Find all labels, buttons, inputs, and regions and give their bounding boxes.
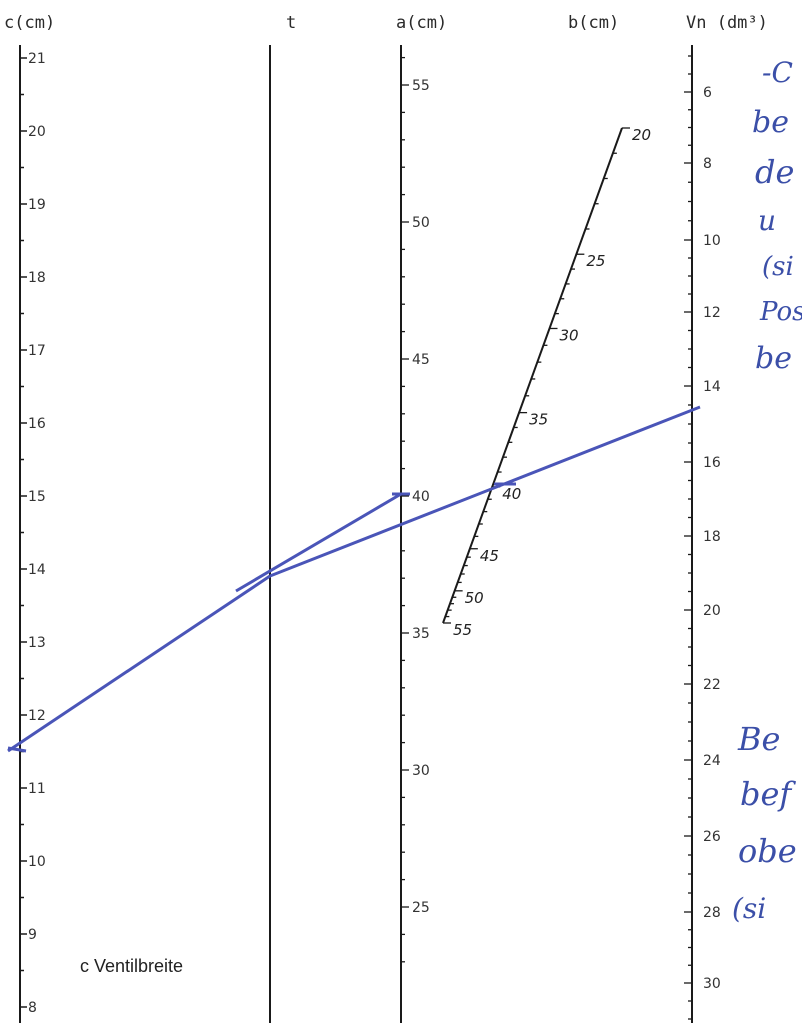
c-tick-label: 16: [28, 416, 46, 432]
note-top-6: Pos: [759, 297, 802, 327]
c-tick-label: 15: [28, 489, 46, 505]
c-tick-label: 13: [28, 635, 46, 651]
a-tick-label: 30: [412, 763, 430, 779]
c-tick-label: 9: [28, 927, 37, 943]
c-tick-label: 8: [28, 1000, 37, 1016]
a-tick-label: 25: [412, 900, 430, 916]
vn-tick-label: 18: [703, 529, 721, 545]
vn-tick-label: 24: [703, 753, 721, 769]
b-tick-label: 35: [529, 411, 548, 429]
vn-tick-label: 8: [703, 156, 712, 172]
a-tick-label: 55: [412, 78, 430, 94]
c-axis-ticks: 8 9 10 11 12 13 14 15 16 17 18 19 20 21: [20, 51, 46, 1016]
note-top-2: be: [752, 105, 789, 140]
vn-tick-label: 30: [703, 976, 721, 992]
vn-axis-ticks: 6 8 10 12 14 16 18 20 22 24 26 28 30: [684, 55, 721, 1020]
note-top-4: u: [758, 204, 776, 237]
b-tick-label: 40: [502, 485, 521, 503]
c-tick-label: 18: [28, 270, 46, 286]
vn-tick-label: 14: [703, 379, 721, 395]
c-tick-label: 19: [28, 197, 46, 213]
construction-lines: [7, 405, 701, 753]
vn-tick-label: 10: [703, 233, 721, 249]
vn-axis-title: Vn (dm³): [686, 13, 768, 33]
handwritten-notes-bottom: Be bef obe (si: [732, 720, 797, 925]
c-tick-label: 21: [28, 51, 46, 67]
a-axis-ticks: 25 30 35 40 45 50 55: [401, 56, 430, 963]
b-tick-label: 20: [632, 126, 651, 144]
b-tick-label: 50: [465, 589, 484, 607]
a-tick-label: 45: [412, 352, 430, 368]
note-top-1: -C: [762, 56, 793, 89]
c-tick-label: 17: [28, 343, 46, 359]
vn-tick-label: 6: [703, 85, 712, 101]
handwritten-notes-top: -C be de u (si Pos be: [752, 56, 802, 376]
vn-tick-label: 22: [703, 677, 721, 693]
note-bottom-2: bef: [740, 775, 796, 813]
a-tick-label: 40: [412, 489, 430, 505]
note-top-7: be: [755, 341, 792, 376]
b-tick-label: 25: [586, 252, 605, 270]
construction-line-t-vn: [269, 405, 701, 578]
vn-tick-label: 16: [703, 455, 721, 471]
c-axis-title: c(cm): [4, 13, 55, 33]
c-tick-label: 20: [28, 124, 46, 140]
b-tick-label: 30: [560, 326, 579, 344]
a-tick-label: 50: [412, 215, 430, 231]
b-axis-title: b(cm): [568, 13, 619, 33]
b-axis-ticks: 20 25 30 35 40 45 50 55: [443, 126, 651, 639]
construction-line-c-t: [7, 574, 271, 753]
a-tick-label: 35: [412, 626, 430, 642]
note-bottom-4: (si: [732, 892, 766, 925]
t-axis-title: t: [286, 13, 296, 33]
construction-line-t-a: [235, 492, 402, 593]
note-top-5: (si: [762, 252, 794, 282]
vn-tick-label: 12: [703, 305, 721, 321]
caption: c Ventilbreite: [80, 956, 183, 976]
c-tick-label: 10: [28, 854, 46, 870]
b-tick-label: 55: [453, 621, 472, 639]
b-axis-line: [442, 127, 623, 624]
note-bottom-3: obe: [738, 832, 797, 870]
vn-tick-label: 26: [703, 829, 721, 845]
c-tick-label: 12: [28, 708, 46, 724]
reading-mark-c: [7, 746, 27, 753]
vn-tick-label: 20: [703, 603, 721, 619]
note-bottom-1: Be: [737, 720, 780, 758]
a-axis-title: a(cm): [396, 13, 447, 33]
b-tick-label: 45: [480, 547, 499, 565]
c-tick-label: 11: [28, 781, 46, 797]
c-tick-label: 14: [28, 562, 46, 578]
vn-tick-label: 28: [703, 905, 721, 921]
note-top-3: de: [755, 153, 794, 191]
